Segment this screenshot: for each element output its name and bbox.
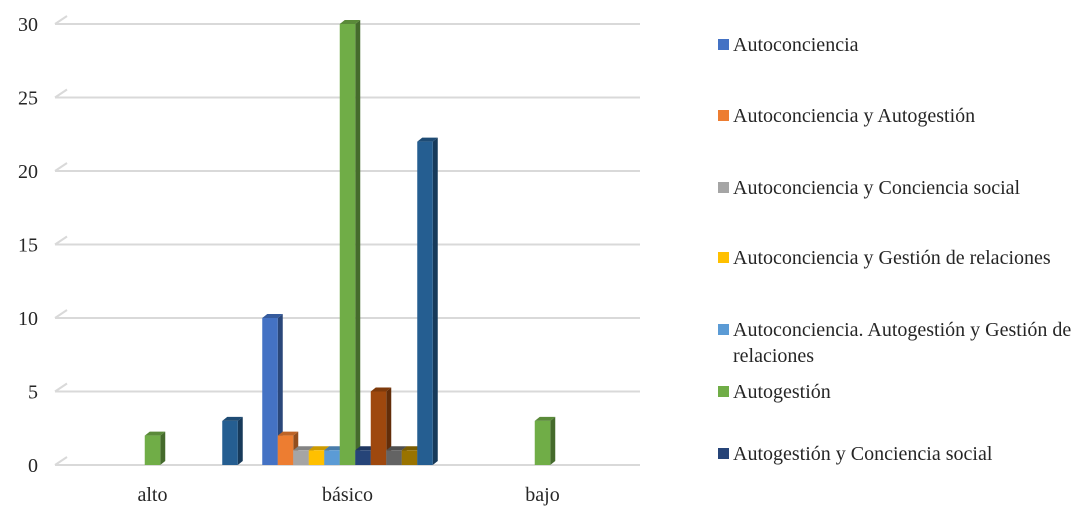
legend-label: Autogestión: [733, 381, 831, 403]
y-tick-label: 0: [28, 455, 38, 477]
bar-chart: 0 5 10 15 20 25 30 alto básico bajo: [18, 14, 640, 506]
bar-front: [324, 450, 340, 465]
bar-top: [401, 446, 423, 451]
legend-swatch: [718, 252, 729, 263]
y-tick-label: 15: [18, 235, 38, 257]
bar-front: [277, 435, 294, 465]
bar-front: [308, 450, 325, 465]
gridline-depth: [54, 382, 68, 393]
bar-top: [355, 446, 376, 451]
gridline-depth: [54, 309, 68, 319]
bar-front: [401, 450, 418, 465]
legend-label: Autoconciencia: [733, 34, 859, 56]
bar-side: [237, 416, 243, 465]
x-category-label: bajo: [525, 484, 559, 506]
legend-swatch: [718, 324, 729, 335]
x-category-label: alto: [138, 484, 168, 506]
bar-front: [355, 450, 371, 465]
legend-swatch: [718, 182, 729, 193]
bar-side: [550, 416, 556, 465]
bar: [534, 416, 556, 465]
x-category-label: básico: [322, 484, 373, 506]
legend-swatch: [718, 448, 729, 459]
bar: [262, 314, 283, 465]
bar-front: [386, 450, 402, 465]
bar-top: [324, 446, 345, 451]
legend-swatch: [718, 110, 729, 121]
y-axis: 0 5 10 15 20 25 30: [18, 14, 38, 477]
bar-top: [222, 416, 243, 421]
bar-side: [277, 314, 283, 465]
gridline-depth: [54, 88, 68, 99]
legend-item: Autogestión: [718, 379, 1073, 405]
legend-label: Autoconciencia y Conciencia social: [733, 177, 1021, 199]
bar-front: [339, 24, 356, 465]
legend-item: Autogestión y Conciencia social: [718, 441, 1073, 467]
bar: [277, 431, 299, 465]
y-tick-label: 20: [18, 161, 38, 183]
gridline-depth: [54, 162, 68, 172]
bar-side: [355, 20, 361, 465]
y-tick-label: 5: [28, 382, 38, 404]
bar-top: [144, 431, 166, 436]
bar-front: [222, 420, 238, 465]
bar-top: [293, 446, 314, 451]
bar-top: [534, 416, 556, 421]
x-axis: alto básico bajo: [138, 484, 560, 506]
bar: [339, 20, 361, 465]
bar: [222, 416, 243, 465]
legend-label: Autoconciencia. Autogestión y Gestión de…: [733, 319, 1072, 367]
bar-front: [534, 420, 551, 465]
bar-side: [160, 431, 166, 465]
legend-item: Autoconciencia y Conciencia social: [718, 175, 1073, 201]
gridline-depth: [54, 15, 68, 25]
legend-item: Autoconciencia y Autogestión: [718, 103, 1073, 129]
y-tick-label: 10: [18, 308, 38, 330]
bar-front: [293, 450, 309, 465]
bar-front: [417, 141, 433, 465]
legend-label: Autoconciencia y Autogestión: [733, 105, 976, 127]
bar-front: [370, 391, 387, 465]
bar-top: [262, 314, 283, 318]
legend-item: Autoconciencia. Autogestión y Gestión de…: [718, 317, 1073, 369]
bar-side: [386, 387, 392, 465]
bar: [144, 431, 166, 465]
y-tick-label: 30: [18, 14, 38, 36]
bar-top: [308, 446, 330, 451]
legend-swatch: [718, 39, 729, 50]
legend-item: Autoconciencia: [718, 32, 1073, 58]
gridline-depth: [54, 235, 68, 246]
legend-label: Autogestión y Conciencia social: [733, 443, 993, 465]
y-tick-label: 25: [18, 88, 38, 110]
bar: [370, 387, 392, 465]
bar-top: [277, 431, 299, 436]
bar-top: [339, 20, 361, 24]
bar: [417, 137, 438, 465]
bar-top: [417, 137, 438, 142]
gridline-depth: [54, 456, 68, 466]
bar-front: [144, 435, 161, 465]
legend-item: Autoconciencia y Gestión de relaciones: [718, 245, 1073, 271]
bar-top: [386, 446, 407, 451]
bar-front: [262, 318, 278, 465]
legend: Autoconciencia Autoconciencia y Autogesti…: [718, 0, 1083, 508]
bar-side: [432, 137, 438, 465]
bars: [144, 20, 556, 465]
legend-swatch: [718, 386, 729, 397]
bar-top: [370, 387, 392, 392]
legend-label: Autoconciencia y Gestión de relaciones: [733, 247, 1051, 269]
